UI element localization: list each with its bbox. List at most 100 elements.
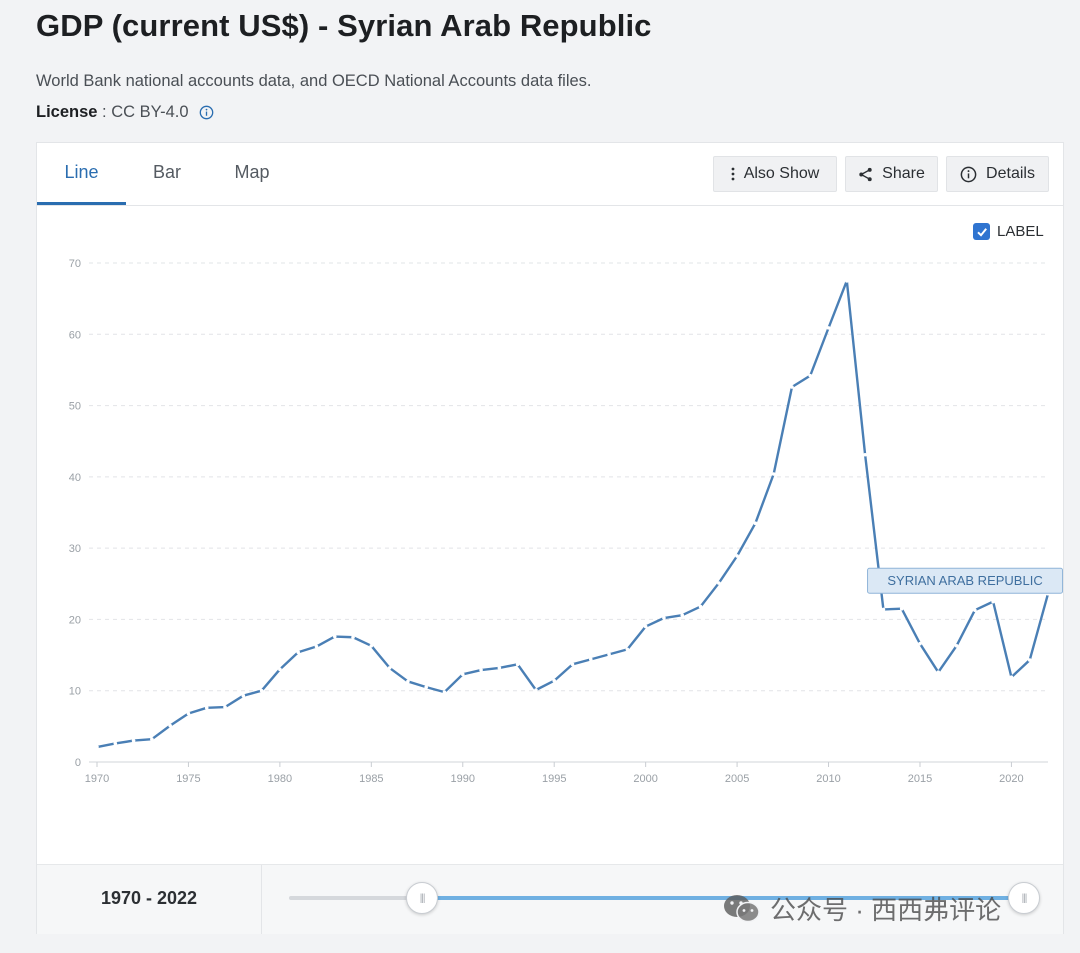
info-circle-icon (960, 166, 977, 182)
data-point (259, 688, 264, 693)
data-point (936, 670, 941, 674)
data-point (278, 667, 282, 672)
data-point (845, 279, 849, 283)
license-value: CC BY-4.0 (111, 103, 189, 121)
data-point (497, 666, 502, 670)
details-button[interactable]: Details (946, 156, 1049, 192)
data-point (662, 616, 666, 620)
data-point (991, 599, 995, 604)
more-vertical-icon (731, 167, 735, 181)
data-point (588, 657, 593, 662)
y-tick-label: 50 (69, 401, 81, 413)
x-tick-label: 1985 (359, 773, 383, 785)
year-range-label: 1970 - 2022 (37, 865, 262, 934)
details-label: Details (986, 165, 1035, 182)
y-tick-label: 40 (69, 472, 81, 484)
data-point (863, 452, 867, 457)
data-point (771, 472, 776, 476)
data-point (387, 666, 392, 670)
data-point (534, 688, 538, 692)
y-tick-label: 60 (69, 329, 81, 341)
data-point (899, 606, 904, 611)
range-slider-fill (421, 896, 1023, 900)
also-show-label: Also Show (743, 165, 820, 182)
data-point (570, 662, 575, 667)
x-tick-label: 1980 (268, 773, 292, 785)
license-separator: : (97, 103, 112, 121)
data-point (515, 662, 520, 667)
checkmark-icon (976, 227, 987, 237)
chart-tabbar: Line Bar Map Also Show Share Details (37, 143, 1063, 206)
x-tick-label: 2000 (633, 773, 657, 785)
data-point (607, 652, 611, 657)
series-line (96, 279, 1050, 749)
range-start-handle[interactable]: ||| (406, 882, 439, 914)
data-point (680, 613, 685, 617)
data-point (150, 737, 154, 741)
x-tick-label: 1990 (451, 773, 475, 785)
data-point (406, 679, 410, 684)
x-tick-label: 2020 (999, 773, 1023, 785)
data-point (95, 745, 99, 749)
y-tick-label: 10 (69, 686, 81, 698)
share-icon (859, 167, 872, 181)
data-point (881, 607, 886, 612)
series-label-box (867, 567, 1063, 594)
tab-line[interactable]: Line (37, 143, 126, 205)
data-point (168, 723, 172, 728)
data-point (296, 650, 300, 655)
label-toggle-text: LABEL (997, 223, 1044, 240)
tab-map[interactable]: Map (234, 162, 270, 182)
data-point (1009, 675, 1014, 679)
also-show-button[interactable]: Also Show (713, 156, 837, 192)
share-label: Share (882, 165, 925, 182)
data-point (735, 554, 739, 558)
data-point (808, 373, 813, 378)
data-point (186, 711, 191, 716)
x-tick-label: 1995 (542, 773, 566, 785)
data-point (442, 690, 447, 694)
data-source: World Bank national accounts data, and O… (36, 72, 592, 90)
gdp-line-chart: 0 10 20 30 40 50 60 70 1970 1975 1980 1985 1990 1995 2… (69, 258, 1063, 785)
license-line: License : CC BY-4.0 (36, 103, 214, 122)
share-button[interactable]: Share (845, 156, 938, 192)
range-footer: 1970 - 2022 ||| ||| (37, 864, 1063, 934)
data-point (625, 647, 630, 652)
data-point (1027, 658, 1032, 662)
range-end-handle[interactable]: ||| (1008, 882, 1040, 914)
y-tick-label: 0 (75, 757, 81, 769)
wechat-icon (724, 894, 760, 922)
x-tick-label: 2015 (908, 773, 932, 785)
data-point (479, 668, 483, 672)
data-point (131, 738, 136, 743)
chart-card: Line Bar Map Also Show Share Details (36, 142, 1064, 934)
page-title: GDP (current US$) - Syrian Arab Republic (36, 8, 652, 43)
data-point (790, 385, 794, 389)
series-label: SYRIAN ARAB REPUBLIC (887, 573, 1042, 588)
data-point (223, 705, 227, 709)
x-tick-label: 2005 (725, 773, 749, 785)
data-point (954, 644, 959, 648)
data-point (351, 635, 355, 640)
data-point (753, 521, 758, 525)
info-icon[interactable] (199, 105, 214, 120)
label-checkbox[interactable] (973, 223, 990, 240)
tab-bar[interactable]: Bar (152, 162, 181, 182)
y-tick-label: 70 (69, 258, 81, 270)
data-point (698, 604, 703, 609)
y-tick-label: 30 (69, 543, 81, 555)
data-point (918, 641, 922, 646)
data-point (717, 581, 721, 585)
data-point (204, 706, 209, 710)
data-point (332, 634, 337, 639)
label-toggle[interactable]: LABEL (973, 223, 1044, 240)
data-point (369, 644, 374, 648)
data-point (113, 741, 118, 746)
data-point (460, 672, 465, 677)
x-tick-label: 2010 (816, 773, 840, 785)
x-tick-label: 1970 (85, 773, 109, 785)
data-point (973, 608, 977, 612)
watermark: 公众号 · 西西弗评论 (722, 890, 1001, 927)
data-point (314, 644, 319, 649)
watermark-text: 公众号 · 西西弗评论 (770, 895, 1002, 925)
